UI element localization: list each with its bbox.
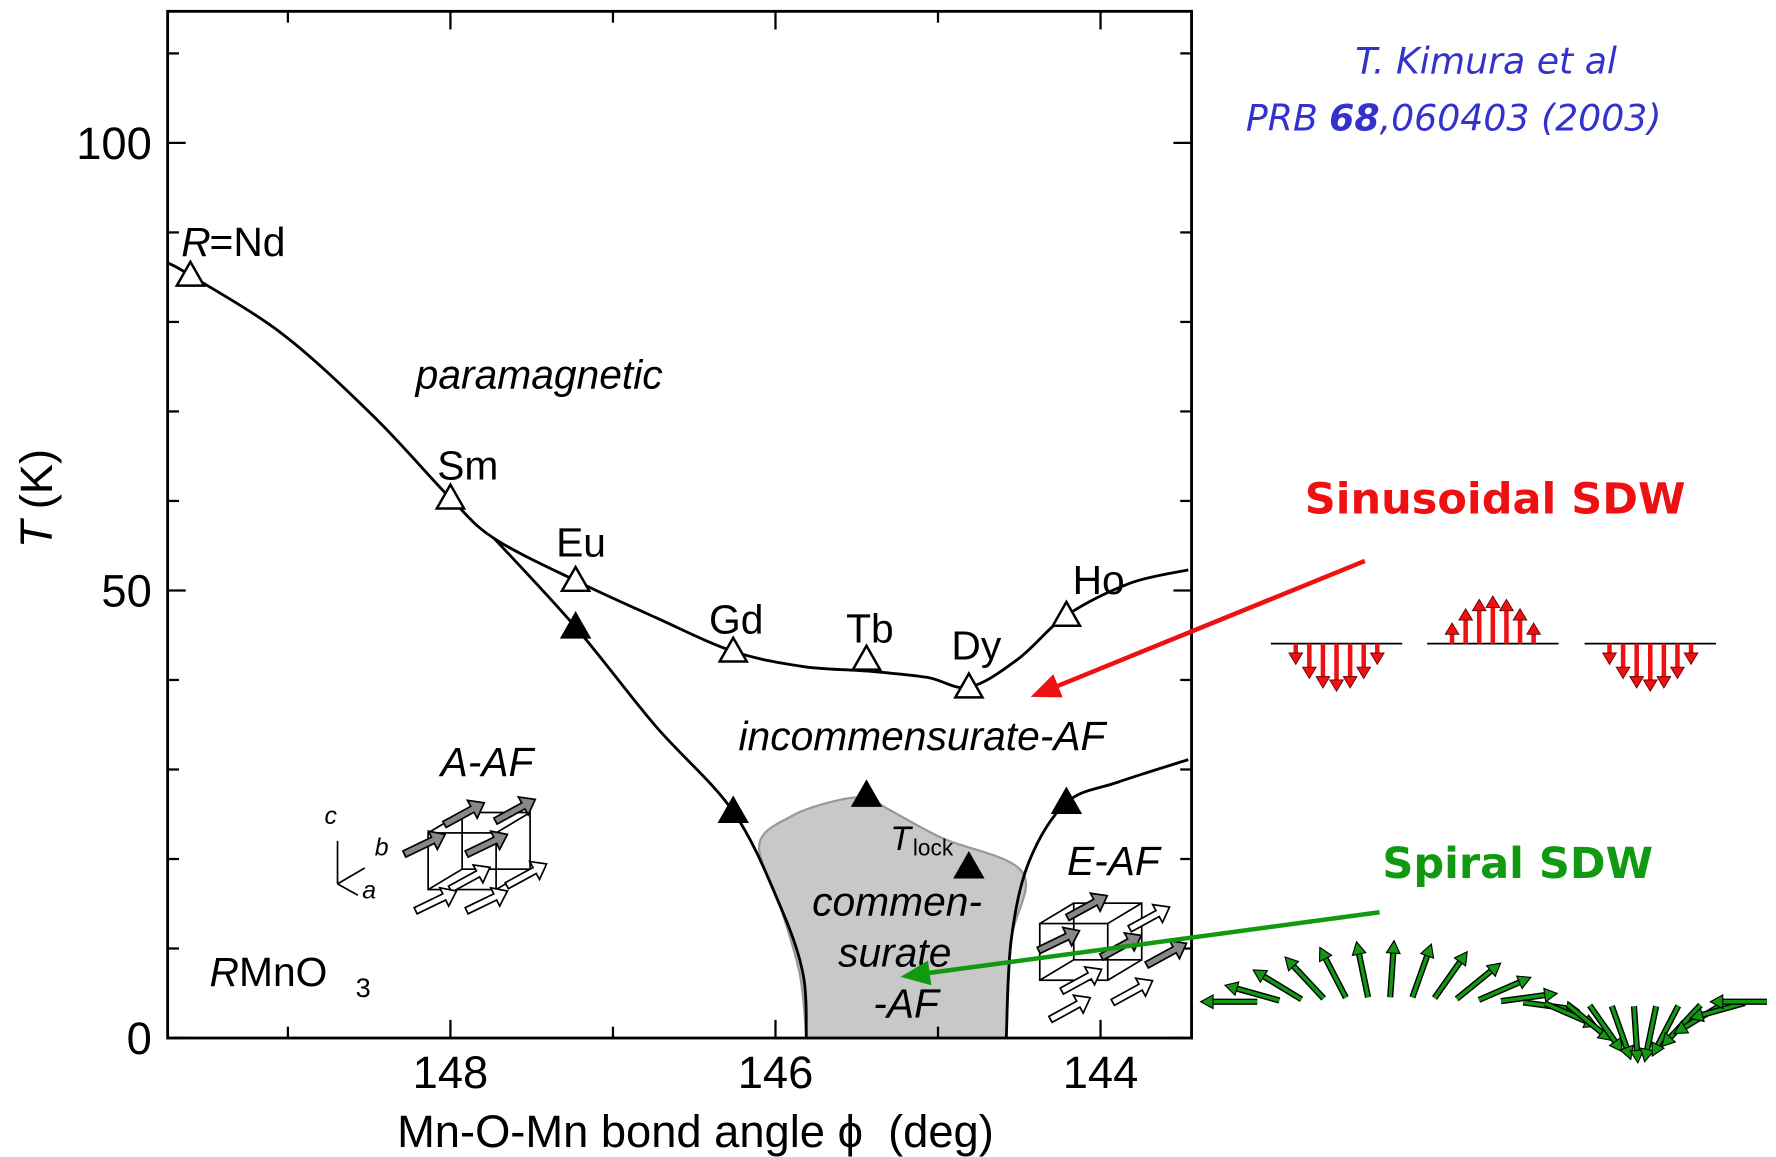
x-tick-label: 146 bbox=[738, 1047, 814, 1098]
spiral-arrow bbox=[1325, 956, 1346, 997]
sdw-head bbox=[1527, 623, 1541, 634]
pointer-head bbox=[1031, 674, 1063, 697]
sdw-head bbox=[1445, 623, 1459, 634]
y-axis-label: T (K) bbox=[11, 449, 62, 548]
annotation: -AF bbox=[873, 981, 941, 1027]
spiral-head bbox=[1201, 995, 1213, 1009]
spiral-arrow bbox=[1435, 960, 1462, 998]
sdw-head bbox=[1671, 667, 1685, 678]
cube-edge bbox=[1040, 960, 1074, 980]
spiral-label: Spiral SDW bbox=[1382, 839, 1653, 889]
spiral-head bbox=[1421, 944, 1434, 958]
y-tick-label: 100 bbox=[76, 118, 152, 169]
phase-boundary bbox=[168, 263, 1189, 688]
spin-arrow bbox=[1111, 978, 1152, 1005]
spiral-head bbox=[1386, 941, 1400, 954]
sdw-head bbox=[1289, 653, 1303, 664]
citation-authors: T. Kimura et al bbox=[1355, 40, 1617, 83]
spiral-head bbox=[1225, 982, 1239, 995]
spiral-arrow bbox=[1412, 954, 1428, 998]
y-axis-unit: (K) bbox=[11, 449, 62, 509]
tn-marker bbox=[1053, 602, 1080, 626]
spiral-arrow bbox=[1359, 952, 1368, 997]
annotation: R bbox=[181, 219, 210, 265]
annotation: T bbox=[890, 820, 913, 858]
annotation: Ho bbox=[1073, 557, 1125, 603]
sdw-head bbox=[1343, 677, 1357, 688]
annotation: incommensurate-AF bbox=[738, 713, 1107, 759]
plot-frame bbox=[168, 11, 1192, 1038]
sdw-head bbox=[1500, 599, 1514, 610]
x-tick-label: 144 bbox=[1063, 1047, 1139, 1098]
annotation: a bbox=[362, 877, 376, 905]
sdw-head bbox=[1603, 653, 1617, 664]
spiral-head bbox=[1517, 976, 1531, 988]
citation-volume: 68 bbox=[1329, 96, 1379, 139]
sdw-head bbox=[1616, 667, 1630, 678]
axes-icon bbox=[338, 841, 365, 895]
spin-arrow bbox=[494, 797, 535, 824]
annotation: c bbox=[325, 802, 338, 830]
tlock-marker bbox=[720, 798, 747, 822]
spin-arrow bbox=[1066, 893, 1107, 920]
spin-arrow bbox=[414, 888, 456, 914]
tlock-marker bbox=[853, 782, 880, 806]
citation-pages: ,060403 (2003) bbox=[1380, 96, 1662, 139]
tn-marker bbox=[562, 567, 589, 591]
annotation: Tb bbox=[846, 606, 894, 652]
annotation: Eu bbox=[556, 519, 606, 565]
spin-arrow bbox=[443, 800, 484, 827]
annotation: paramagnetic bbox=[414, 352, 663, 398]
y-tick-label: 0 bbox=[127, 1013, 152, 1064]
y-axis-symbol: T bbox=[11, 517, 62, 548]
annotation: 3 bbox=[356, 972, 371, 1003]
spin-arrow bbox=[403, 831, 445, 857]
sdw-head bbox=[1630, 677, 1644, 688]
annotation: Gd bbox=[709, 596, 763, 642]
sdw-head bbox=[1513, 609, 1527, 620]
y-tick-label: 50 bbox=[101, 565, 151, 616]
annotation: A-AF bbox=[438, 739, 536, 785]
tlock-marker bbox=[1053, 789, 1080, 813]
annotation: commen- bbox=[812, 879, 982, 925]
spin-arrow bbox=[465, 831, 507, 857]
x-axis-label: Mn-O-Mn bond angle ϕ (deg) bbox=[397, 1106, 994, 1157]
annotation: R bbox=[210, 949, 239, 995]
page: {"chart_data": {"type": "phase-diagram",… bbox=[0, 0, 1776, 1157]
spiral-head bbox=[1544, 988, 1557, 1001]
x-tick-label: 148 bbox=[413, 1047, 489, 1098]
annotation: Sm bbox=[437, 442, 498, 488]
spin-arrow bbox=[465, 888, 507, 914]
annotation: E-AF bbox=[1067, 838, 1162, 884]
sdw-head bbox=[1486, 596, 1500, 607]
sdw-head bbox=[1357, 667, 1371, 678]
spin-arrow bbox=[1049, 995, 1090, 1022]
sdw-head bbox=[1459, 609, 1473, 620]
citation-ref: PRB 68,060403 (2003) bbox=[1246, 96, 1662, 139]
cube-edge bbox=[1108, 960, 1142, 980]
annotation: MnO bbox=[239, 949, 327, 995]
spiral-head bbox=[1352, 942, 1365, 956]
sinusoidal-label: Sinusoidal SDW bbox=[1305, 474, 1686, 524]
figure: Mn-O-Mn bond angle ϕ (deg) T (K) T. Kimur… bbox=[0, 0, 1776, 1157]
annotation: surate bbox=[838, 930, 951, 976]
sdw-head bbox=[1684, 653, 1698, 664]
annotation: b bbox=[375, 834, 389, 862]
annotation: =Nd bbox=[210, 219, 286, 265]
spin-arrow bbox=[505, 862, 546, 889]
annotation: Dy bbox=[951, 623, 1001, 669]
annotation: lock bbox=[913, 835, 954, 861]
sdw-head bbox=[1303, 667, 1317, 678]
sdw-head bbox=[1472, 599, 1486, 610]
tn-marker bbox=[177, 262, 204, 286]
sdw-head bbox=[1330, 680, 1344, 691]
sdw-head bbox=[1657, 677, 1671, 688]
citation-journal: PRB bbox=[1246, 96, 1318, 139]
spin-arrow bbox=[1128, 905, 1169, 932]
sdw-head bbox=[1316, 677, 1330, 688]
sdw-head bbox=[1643, 680, 1657, 691]
sdw-head bbox=[1371, 653, 1385, 664]
